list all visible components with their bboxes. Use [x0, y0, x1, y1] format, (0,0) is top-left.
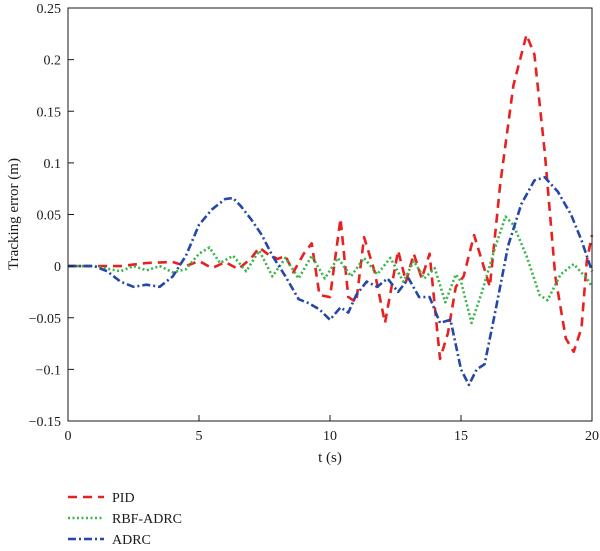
y-tick-label: 0: [54, 260, 61, 275]
x-tick-label: 10: [323, 429, 337, 444]
y-tick-label: −0.15: [29, 415, 61, 430]
legend-label: PID: [112, 491, 135, 506]
y-tick-label: −0.05: [29, 312, 61, 327]
series-line-pid: [68, 33, 594, 361]
axis-ticks: 0 5 10 15 20 −0.15 −0.1 −0.05 0 0.05 0.1 0.15 0.2 0.2…: [29, 2, 599, 444]
y-tick-label: 0.1: [44, 157, 62, 172]
plot-lines: [68, 33, 594, 387]
x-tick-label: 20: [585, 429, 599, 444]
series-line-rbf-adrc: [68, 215, 594, 325]
series-line-adrc: [68, 176, 594, 387]
x-axis-label: t (s): [318, 450, 342, 466]
legend: PID RBF-ADRC ADRC: [68, 491, 182, 548]
x-tick-label: 5: [196, 429, 203, 444]
x-tick-label: 0: [65, 429, 72, 444]
y-tick-label: 0.15: [37, 105, 62, 120]
y-tick-label: 0.05: [37, 209, 62, 224]
x-tick-label: 15: [454, 429, 468, 444]
y-tick-label: 0.2: [44, 54, 62, 69]
plot-frame: [67, 7, 593, 422]
y-axis-label: Tracking error (m): [6, 158, 22, 270]
y-tick-label: 0.25: [37, 2, 62, 17]
y-tick-label: −0.1: [36, 363, 61, 378]
legend-label: RBF-ADRC: [112, 512, 182, 527]
legend-label: ADRC: [112, 533, 151, 548]
